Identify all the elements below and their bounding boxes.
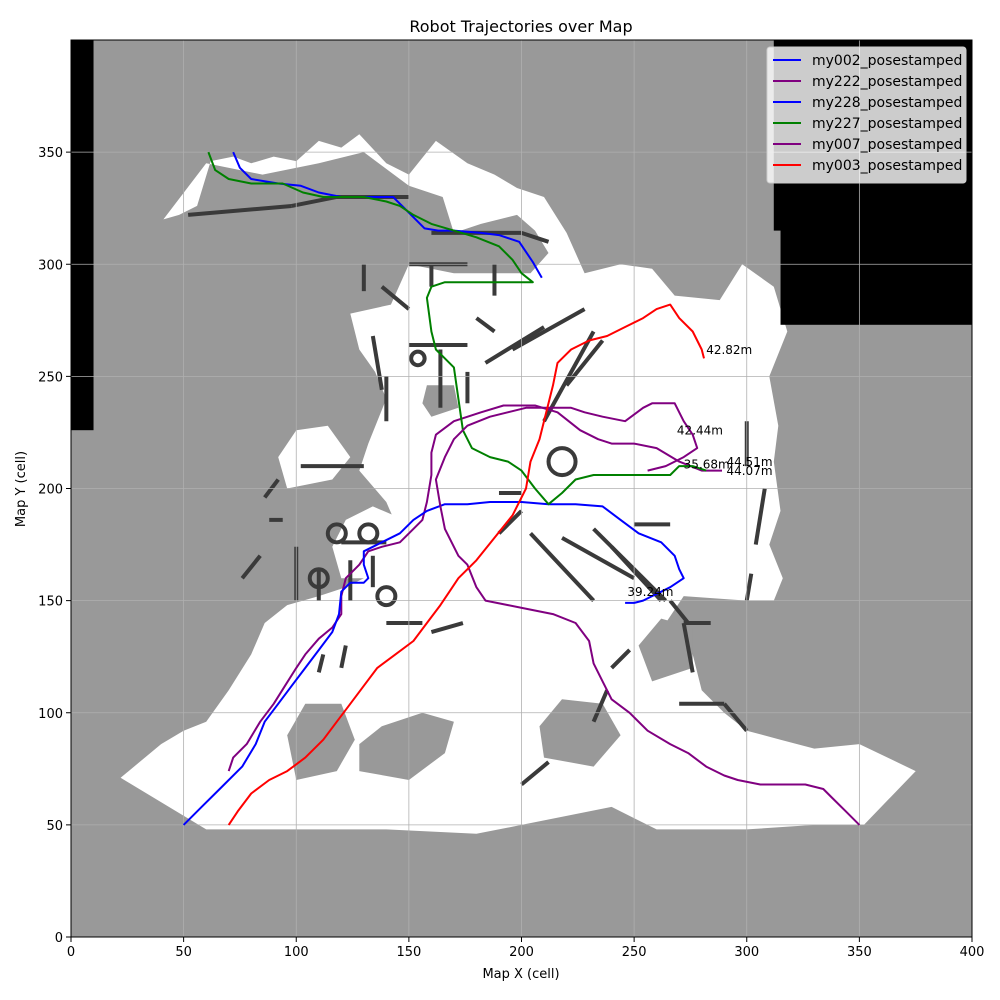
series-line-my007_posestamped: [434, 402, 861, 826]
x-tick-label-8: 400: [960, 945, 985, 960]
map-wall-blob-0: [546, 446, 578, 478]
y-axis-label: Map Y (cell): [14, 451, 29, 527]
map-wall-34: [744, 573, 754, 601]
map-wall-36: [753, 488, 767, 545]
legend-box: [766, 46, 967, 184]
y-tick-label-2: 100: [38, 707, 63, 722]
chart-title: Robot Trajectories over Map: [409, 17, 632, 36]
y-tick-label-5: 250: [38, 370, 63, 385]
map-wall-30: [591, 689, 609, 723]
series-line-my222_posestamped: [227, 404, 722, 772]
map-wall-15: [484, 325, 546, 365]
map-wall-blob-4: [307, 567, 330, 590]
map-wall-28: [316, 653, 326, 673]
end-label-my227_posestamped: 44.07m: [726, 464, 772, 478]
map-free-region-0: [120, 134, 916, 834]
x-tick-label-5: 250: [622, 945, 647, 960]
map-unknown-island-2: [539, 699, 621, 767]
map-wall-38: [430, 621, 464, 634]
map-unknown-island-1: [359, 712, 454, 780]
x-tick-label-7: 350: [847, 945, 872, 960]
map-wall-8: [380, 285, 411, 311]
map-wall-49: [722, 702, 749, 732]
x-tick-label-4: 200: [509, 945, 534, 960]
map-wall-blob-3: [325, 522, 348, 545]
map-wall-43: [370, 335, 384, 391]
map-wall-22: [610, 545, 663, 602]
map-obstacle-2: [780, 219, 972, 325]
map-wall-4: [520, 230, 550, 244]
end-label-my007_posestamped: 35.68m: [684, 457, 730, 471]
map-wall-1: [291, 195, 338, 208]
end-label-my003_posestamped: 42.82m: [706, 343, 752, 357]
y-tick-label-3: 150: [38, 595, 63, 610]
series-line-my003_posestamped: [227, 303, 705, 826]
map-wall-50: [520, 760, 550, 787]
map-wall-19: [529, 531, 596, 602]
x-tick-label-6: 300: [734, 945, 759, 960]
map-wall-blob-5: [375, 585, 398, 608]
legend-label-3: my227_posestamped: [812, 116, 962, 132]
x-tick-label-3: 150: [396, 945, 421, 960]
series-line-my227_posestamped: [207, 151, 707, 506]
series-line-my228_posestamped: [182, 501, 685, 826]
legend-label-0: my002_posestamped: [812, 53, 962, 69]
map-wall-45: [497, 509, 523, 535]
map-obstacle-0: [71, 40, 94, 431]
series-lines: [182, 151, 861, 826]
map-wall-0: [187, 203, 292, 217]
legend-label-5: my003_posestamped: [812, 158, 962, 174]
legend: my002_posestamped my222_posestamped my228_…: [766, 46, 967, 184]
legend-label-4: my007_posestamped: [812, 137, 962, 153]
y-tick-label-4: 200: [38, 483, 63, 498]
end-label-my228_posestamped: 39.24m: [627, 585, 673, 599]
y-tick-label-6: 300: [38, 258, 63, 273]
y-axis-ticks: 0 50 100 150 200 250 300 350: [38, 146, 71, 946]
map-wall-18: [564, 339, 605, 387]
legend-label-2: my228_posestamped: [812, 95, 962, 111]
x-tick-label-2: 100: [284, 945, 309, 960]
y-tick-label-0: 0: [55, 931, 63, 946]
end-label-my222_posestamped: 44.51m: [726, 455, 772, 469]
map-wall-33: [668, 599, 690, 625]
map-wall-blob-2: [357, 522, 380, 545]
x-axis-label: Map X (cell): [482, 967, 559, 982]
map-wall-16: [511, 307, 586, 352]
legend-label-1: my222_posestamped: [812, 74, 962, 90]
x-tick-label-1: 50: [175, 945, 192, 960]
x-tick-label-0: 0: [67, 945, 75, 960]
end-label-extra: 42.44m: [677, 424, 723, 438]
map-unknown-island-4: [638, 618, 693, 682]
map-wall-31: [610, 648, 632, 670]
map-wall-41: [240, 554, 262, 580]
x-axis-ticks: 0 50 100 150 200 250 300 350 400: [67, 937, 985, 960]
y-tick-label-7: 350: [38, 146, 63, 161]
map-wall-32: [681, 622, 695, 673]
map-wall-11: [475, 316, 496, 334]
map-wall-blob-1: [409, 349, 427, 368]
map-wall-29: [339, 645, 348, 669]
y-tick-label-1: 50: [46, 819, 63, 834]
map-wall-21: [561, 536, 636, 580]
